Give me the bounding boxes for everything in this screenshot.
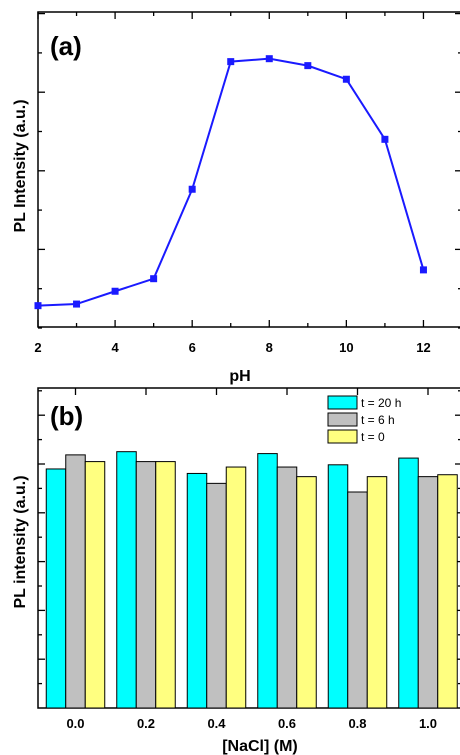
data-point (381, 135, 389, 143)
data-point (227, 58, 235, 66)
x-tick-label: 10 (339, 340, 353, 355)
bar-t-20-h (45, 468, 67, 709)
legend-label: t = 6 h (361, 413, 395, 427)
chart-b-legend: t = 20 h t = 6 h t = 0 (327, 395, 401, 444)
bar-t-20-h (398, 457, 419, 709)
bar-t-20-h (327, 464, 349, 709)
legend-swatch (327, 412, 358, 427)
chart-a-ticks (37, 12, 460, 329)
bar-t-0 (225, 466, 247, 709)
chart-a-series (34, 55, 427, 310)
bar-t-6-h (417, 476, 439, 709)
chart-a-pl-vs-ph: (a) 2 4 6 8 10 12 pH PL Intensity (a.u.) (12, 11, 460, 385)
bar-t-0 (437, 474, 458, 709)
x-tick-label: 4 (111, 340, 119, 355)
data-point (265, 55, 273, 63)
chart-b-x-axis-title: [NaCl] (M) (222, 738, 298, 755)
x-tick-label: 0.0 (66, 716, 84, 731)
chart-b-panel-label: (b) (50, 401, 83, 431)
x-tick-label: 8 (266, 340, 273, 355)
data-point (34, 302, 42, 310)
bar-t-6-h (276, 466, 298, 709)
bar-t-6-h (135, 461, 157, 709)
bar-t-20-h (257, 453, 278, 709)
chart-b-x-tick-labels: 0.0 0.2 0.4 0.6 0.8 1.0 (66, 716, 437, 731)
data-point (304, 62, 312, 70)
chart-a-y-axis-title: PL Intensity (a.u.) (12, 99, 29, 232)
chart-b-y-axis-title: PL intensity (a.u.) (12, 475, 29, 608)
data-point (188, 185, 196, 193)
chart-a-frame (37, 11, 460, 328)
series-line (37, 57, 425, 307)
data-point (419, 266, 427, 274)
legend-swatch (327, 395, 358, 410)
bar-t-6-h (206, 482, 227, 709)
bar-t-0 (366, 476, 388, 709)
data-point (111, 287, 119, 295)
x-tick-label: 0.6 (278, 716, 296, 731)
bar-t-6-h (347, 491, 368, 709)
x-tick-label: 2 (34, 340, 41, 355)
bar-t-20-h (116, 451, 137, 709)
x-tick-label: 12 (416, 340, 430, 355)
chart-b-frame (37, 387, 460, 709)
x-tick-label: 0.4 (207, 716, 226, 731)
legend-swatch (327, 429, 358, 444)
chart-b-pl-vs-nacl: (b) t = 20 h t = 6 h t = 0 0.0 0.2 0.4 0.6 0.8… (12, 387, 460, 755)
chart-a-panel-label: (a) (50, 31, 82, 61)
data-point (342, 75, 350, 83)
data-point (73, 300, 81, 308)
x-tick-label: 0.8 (348, 716, 366, 731)
chart-a-x-axis-title: pH (229, 368, 250, 385)
x-tick-label: 0.2 (137, 716, 155, 731)
legend-label: t = 0 (361, 430, 385, 444)
data-point (150, 275, 158, 283)
chart-b-bars (45, 451, 458, 709)
x-tick-label: 6 (189, 340, 196, 355)
chart-a-x-tick-labels: 2 4 6 8 10 12 (34, 340, 430, 355)
bar-t-0 (155, 461, 176, 709)
bar-t-6-h (65, 454, 86, 709)
legend-label: t = 20 h (361, 396, 401, 410)
bar-t-20-h (186, 472, 208, 709)
bar-t-0 (84, 461, 106, 709)
bar-t-0 (296, 476, 317, 709)
x-tick-label: 1.0 (419, 716, 437, 731)
